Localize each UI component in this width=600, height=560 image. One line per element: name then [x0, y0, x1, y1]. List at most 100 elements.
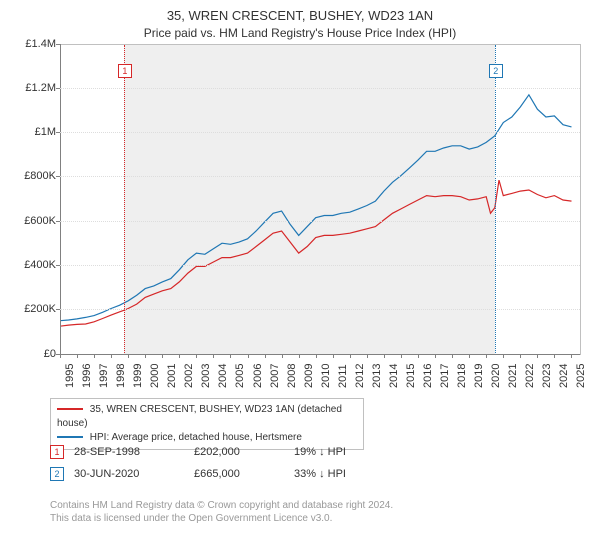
plot-svg	[60, 45, 580, 355]
gridline	[60, 132, 580, 133]
x-axis	[60, 354, 580, 355]
x-tick-mark	[503, 354, 504, 358]
x-tick-mark	[179, 354, 180, 358]
x-tick-label: 2015	[405, 363, 417, 387]
gridline	[60, 88, 580, 89]
x-tick-label: 1995	[64, 363, 76, 387]
gridline	[60, 176, 580, 177]
x-tick-label: 2014	[388, 363, 400, 387]
x-tick-label: 2009	[303, 363, 315, 387]
x-tick-mark	[230, 354, 231, 358]
legend-row: HPI: Average price, detached house, Hert…	[57, 431, 357, 445]
x-tick-mark	[282, 354, 283, 358]
sale-marker-badge: 1	[118, 64, 132, 78]
y-tick-label: £1.2M	[10, 82, 56, 94]
x-tick-label: 2017	[439, 363, 451, 387]
x-tick-mark	[316, 354, 317, 358]
plot-area	[60, 44, 581, 355]
x-tick-mark	[196, 354, 197, 358]
x-tick-mark	[265, 354, 266, 358]
y-tick-label: £400K	[10, 259, 56, 271]
x-tick-label: 2006	[252, 363, 264, 387]
series-legend: 35, WREN CRESCENT, BUSHEY, WD23 1AN (det…	[50, 398, 364, 450]
chart-title: 35, WREN CRESCENT, BUSHEY, WD23 1AN	[10, 8, 590, 24]
x-tick-mark	[77, 354, 78, 358]
y-tick-label: £1M	[10, 126, 56, 138]
sale-vline	[495, 45, 496, 355]
sale-price: £665,000	[194, 466, 294, 482]
x-tick-mark	[213, 354, 214, 358]
x-tick-label: 1999	[132, 363, 144, 387]
y-tick-label: £600K	[10, 215, 56, 227]
sale-date: 28-SEP-1998	[74, 444, 194, 460]
attribution-line: Contains HM Land Registry data © Crown c…	[50, 500, 550, 513]
x-tick-label: 1998	[115, 363, 127, 387]
x-tick-mark	[350, 354, 351, 358]
x-tick-mark	[554, 354, 555, 358]
x-tick-label: 2022	[524, 363, 536, 387]
y-tick-label: £200K	[10, 303, 56, 315]
x-tick-label: 2020	[490, 363, 502, 387]
attribution-text: Contains HM Land Registry data © Crown c…	[50, 500, 550, 525]
sale-row: 2 30-JUN-2020£665,00033% ↓ HPI	[50, 466, 550, 482]
x-tick-mark	[435, 354, 436, 358]
x-tick-mark	[520, 354, 521, 358]
x-tick-mark	[401, 354, 402, 358]
sale-price: £202,000	[194, 444, 294, 460]
x-tick-label: 2005	[234, 363, 246, 387]
x-tick-mark	[571, 354, 572, 358]
x-tick-label: 1996	[81, 363, 93, 387]
chart-subtitle: Price paid vs. HM Land Registry's House …	[10, 26, 590, 40]
x-tick-label: 2018	[456, 363, 468, 387]
x-tick-label: 2012	[354, 363, 366, 387]
x-tick-mark	[452, 354, 453, 358]
chart-area: £0£200K£400K£600K£800K£1M£1.2M£1.4M 1995…	[10, 44, 590, 394]
x-tick-label: 2021	[507, 363, 519, 387]
x-tick-label: 2007	[269, 363, 281, 387]
gridline	[60, 221, 580, 222]
sale-badge: 2	[50, 467, 64, 481]
y-tick-label: £1.4M	[10, 38, 56, 50]
x-tick-mark	[248, 354, 249, 358]
y-axis	[60, 44, 61, 354]
x-tick-label: 2019	[473, 363, 485, 387]
x-tick-mark	[469, 354, 470, 358]
sale-row: 1 28-SEP-1998£202,00019% ↓ HPI	[50, 444, 550, 460]
gridline	[60, 265, 580, 266]
x-tick-label: 2008	[286, 363, 298, 387]
x-tick-label: 2024	[558, 363, 570, 387]
x-tick-label: 2016	[422, 363, 434, 387]
x-tick-mark	[128, 354, 129, 358]
legend-swatch-1	[57, 408, 83, 410]
x-tick-mark	[299, 354, 300, 358]
x-tick-label: 2010	[320, 363, 332, 387]
y-tick-label: £800K	[10, 170, 56, 182]
sale-date: 30-JUN-2020	[74, 466, 194, 482]
x-tick-label: 2003	[200, 363, 212, 387]
x-tick-mark	[537, 354, 538, 358]
sale-badge: 1	[50, 445, 64, 459]
sale-delta: 19% ↓ HPI	[294, 444, 346, 460]
legend-label-1: 35, WREN CRESCENT, BUSHEY, WD23 1AN (det…	[57, 404, 342, 429]
x-tick-mark	[384, 354, 385, 358]
sale-marker-badge: 2	[489, 64, 503, 78]
legend-label-2: HPI: Average price, detached house, Hert…	[90, 432, 302, 443]
x-tick-mark	[111, 354, 112, 358]
x-tick-label: 1997	[98, 363, 110, 387]
legend-swatch-2	[57, 436, 83, 438]
x-tick-mark	[162, 354, 163, 358]
gridline	[60, 309, 580, 310]
x-tick-label: 2013	[371, 363, 383, 387]
x-tick-mark	[94, 354, 95, 358]
sale-delta: 33% ↓ HPI	[294, 466, 346, 482]
x-tick-mark	[367, 354, 368, 358]
legend-row: 35, WREN CRESCENT, BUSHEY, WD23 1AN (det…	[57, 403, 357, 431]
y-tick-label: £0	[10, 348, 56, 360]
x-tick-mark	[60, 354, 61, 358]
x-tick-label: 2002	[183, 363, 195, 387]
x-tick-label: 2023	[541, 363, 553, 387]
attribution-line: This data is licensed under the Open Gov…	[50, 513, 550, 526]
x-tick-label: 2011	[337, 364, 349, 388]
x-tick-mark	[418, 354, 419, 358]
x-tick-label: 2004	[217, 363, 229, 387]
